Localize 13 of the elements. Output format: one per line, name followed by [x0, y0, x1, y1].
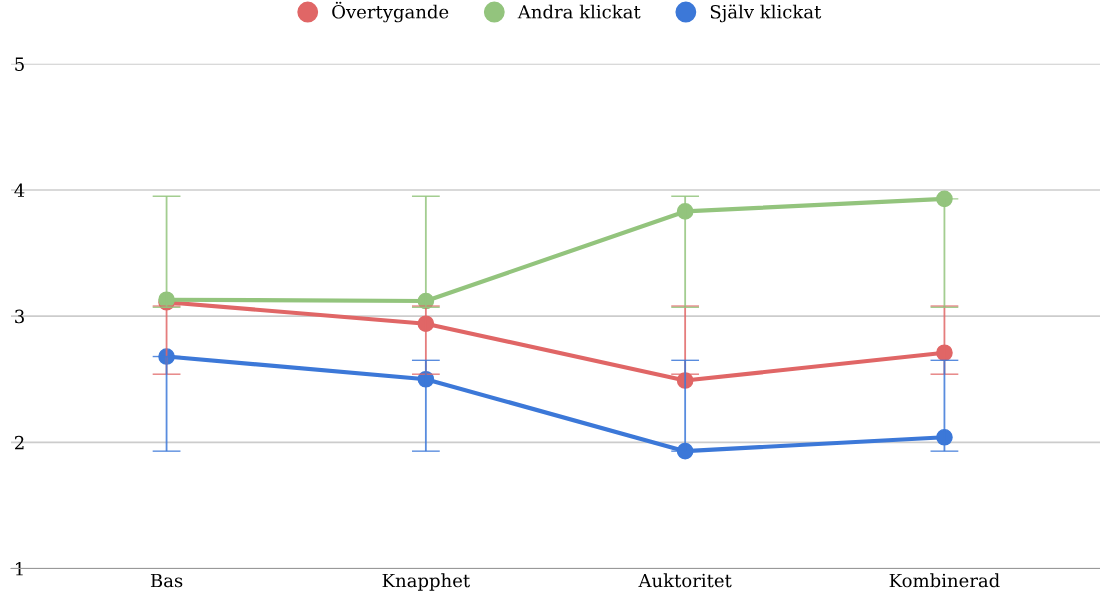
- legend-label: Övertygande: [332, 1, 449, 23]
- y-tick-label: 5: [15, 57, 24, 71]
- x-tick-label: Knapphet: [382, 573, 470, 591]
- x-tick-label: Kombinerad: [889, 573, 1000, 588]
- point: [936, 428, 953, 446]
- y-tick-label: 1: [15, 561, 23, 576]
- y-tick-label: 2: [15, 435, 24, 450]
- y-tick-label: 4: [14, 183, 25, 197]
- x-tick-label: Auktoritet: [638, 573, 732, 588]
- y-tick-label: 3: [15, 309, 24, 324]
- x-tick-label: Bas: [150, 573, 183, 588]
- legend-label: Andra klickat: [517, 4, 641, 19]
- legend-label: Själv klickat: [710, 4, 822, 23]
